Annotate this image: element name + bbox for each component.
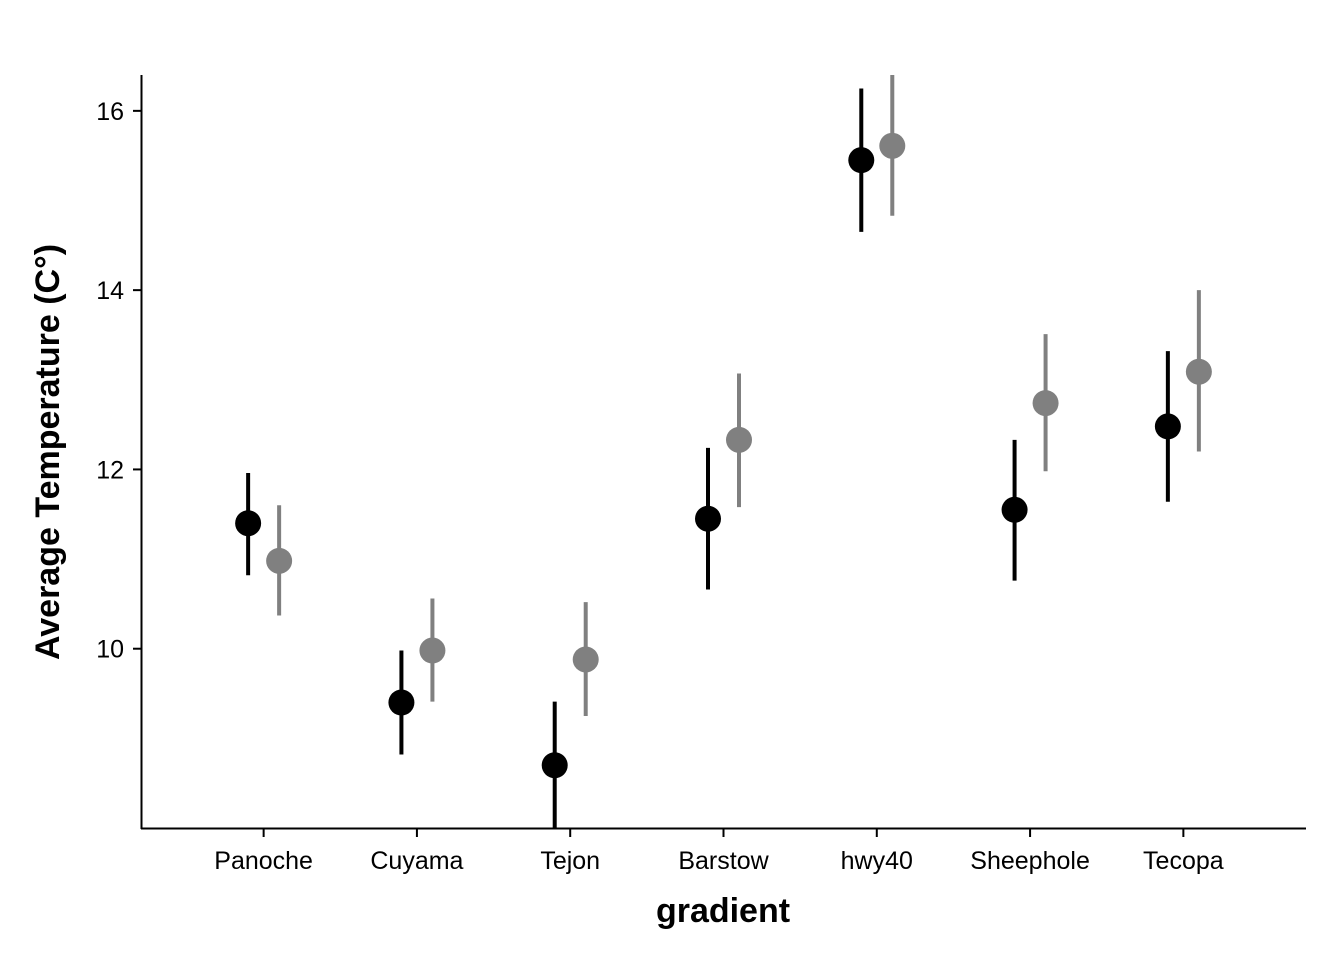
data-point: [1154, 413, 1181, 440]
y-ticks: 10 12 14 16: [96, 98, 141, 664]
data-point: [541, 752, 568, 779]
x-tick-label: Tejon: [540, 847, 600, 875]
x-tick-label: hwy40: [841, 847, 913, 875]
data-point: [726, 426, 752, 453]
x-tick-label: Cuyama: [370, 847, 463, 875]
data-point: [235, 510, 262, 537]
x-axis-title: gradient: [656, 892, 790, 930]
x-tick-label: Panoche: [214, 847, 313, 875]
y-tick-label: 12: [96, 456, 124, 484]
data-point: [572, 646, 599, 673]
data-point: [266, 547, 293, 574]
data-point: [848, 147, 875, 174]
axes: [140, 75, 1306, 830]
plot-area: [235, 75, 1212, 828]
y-tick-label: 16: [96, 98, 124, 126]
x-ticks: Panoche Cuyama Tejon Barstow hwy40 Sheephole T…: [214, 829, 1224, 875]
x-tick-label: Tecopa: [1143, 847, 1224, 875]
data-point: [1001, 496, 1028, 523]
data-point: [879, 132, 906, 159]
data-point: [419, 637, 446, 664]
y-tick-label: 14: [96, 277, 124, 305]
x-tick-label: Sheephole: [970, 847, 1090, 875]
data-point: [1185, 358, 1212, 385]
x-tick-label: Barstow: [678, 847, 769, 875]
data-point: [388, 689, 415, 716]
data-point: [695, 505, 721, 532]
y-tick-label: 10: [96, 636, 124, 664]
data-point: [1032, 390, 1059, 417]
y-axis-title: Average Temperature (C°): [29, 244, 67, 660]
